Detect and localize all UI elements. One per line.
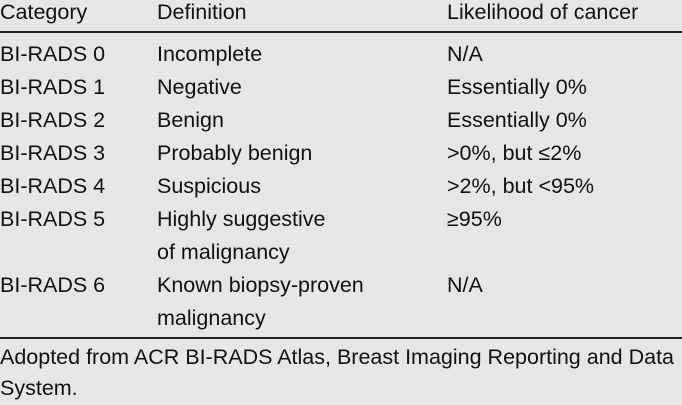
definition-line: Probably benign	[157, 141, 313, 165]
definition-line: Suspicious	[157, 174, 261, 198]
cell-definition: Incomplete	[157, 38, 262, 71]
cell-category: BI-RADS 5	[0, 207, 106, 231]
cell-likelihood: N/A	[447, 42, 483, 66]
cell-likelihood: >0%, but ≤2%	[447, 141, 582, 165]
table-footnote: Adopted from ACR BI-RADS Atlas, Breast I…	[0, 345, 674, 400]
definition-line: Known biopsy-proven	[157, 273, 364, 297]
cell-definition: Known biopsy-proven malignancy	[157, 269, 364, 335]
definition-line: Incomplete	[157, 42, 263, 66]
cell-definition: Negative	[157, 71, 242, 104]
cell-likelihood: Essentially 0%	[447, 75, 587, 99]
bottom-rule	[0, 337, 682, 339]
cell-category: BI-RADS 6	[0, 273, 106, 297]
cell-definition: Probably benign	[157, 137, 312, 170]
header-likelihood: Likelihood of cancer	[447, 0, 639, 24]
header-rule	[0, 31, 682, 33]
header-definition: Definition	[157, 0, 247, 24]
cell-category: BI-RADS 3	[0, 141, 106, 165]
cell-category: BI-RADS 0	[0, 42, 106, 66]
definition-line: Benign	[157, 108, 224, 132]
cell-definition: Suspicious	[157, 170, 261, 203]
cell-likelihood: N/A	[447, 273, 483, 297]
header-category: Category	[0, 0, 88, 24]
definition-line: malignancy	[157, 306, 266, 330]
cell-category: BI-RADS 4	[0, 174, 106, 198]
cell-definition: Highly suggestive of malignancy	[157, 203, 326, 269]
cell-likelihood: Essentially 0%	[447, 108, 587, 132]
definition-line: Negative	[157, 75, 242, 99]
definition-line: of malignancy	[157, 240, 290, 264]
cell-likelihood: >2%, but <95%	[447, 174, 595, 198]
definition-line: Highly suggestive	[157, 207, 326, 231]
cell-likelihood: ≥95%	[447, 207, 502, 231]
cell-definition: Benign	[157, 104, 224, 137]
cell-category: BI-RADS 1	[0, 75, 106, 99]
cell-category: BI-RADS 2	[0, 108, 106, 132]
